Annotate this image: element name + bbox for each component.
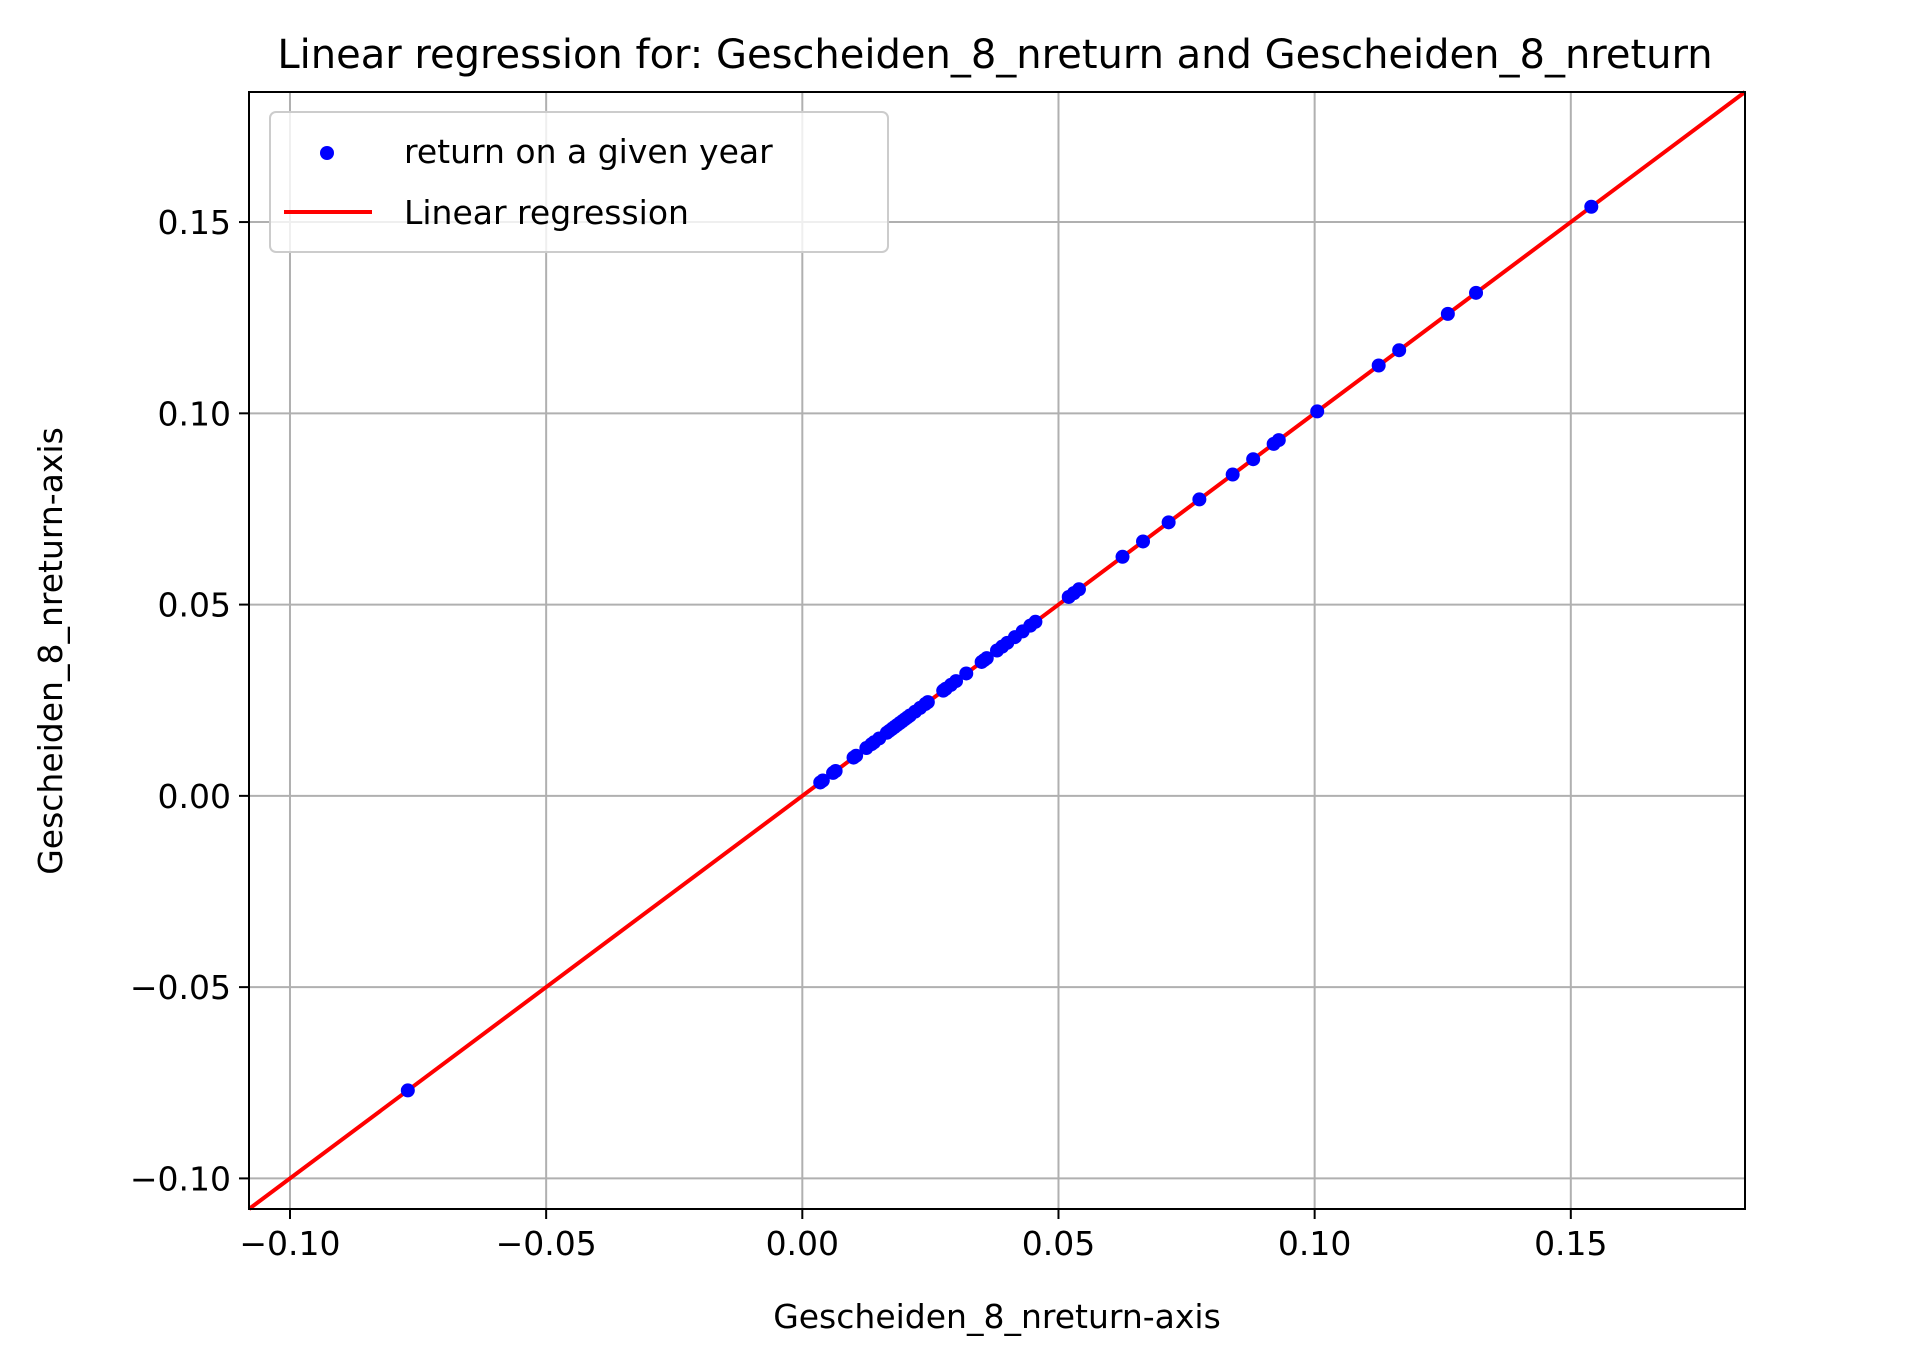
y-axis-label: Gescheiden_8_nreturn-axis xyxy=(31,427,70,875)
data-point xyxy=(400,1083,415,1098)
x-tick-label: −0.10 xyxy=(239,1224,340,1263)
points-layer xyxy=(400,199,1599,1098)
y-tick-label: 0.10 xyxy=(158,394,231,433)
data-point xyxy=(1115,549,1130,564)
data-point xyxy=(1469,285,1484,300)
x-tick-label: 0.05 xyxy=(1022,1224,1095,1263)
data-point xyxy=(1225,467,1240,482)
data-point xyxy=(1071,582,1086,597)
plot-frame xyxy=(248,91,1746,1210)
y-tick-label: 0.05 xyxy=(158,586,231,625)
data-point xyxy=(1310,404,1325,419)
x-tick-label: −0.05 xyxy=(496,1224,597,1263)
chart-title: Linear regression for: Gescheiden_8_nret… xyxy=(277,32,1712,78)
x-axis: −0.10 −0.05 0.00 0.05 0.10 0.15 xyxy=(239,1209,1608,1263)
data-point xyxy=(1161,515,1176,530)
legend-box xyxy=(269,111,889,253)
y-axis: −0.10 −0.05 0.00 0.05 0.10 0.15 xyxy=(130,203,249,1198)
x-tick-label: 0.00 xyxy=(766,1224,839,1263)
data-point xyxy=(949,674,964,689)
y-tick-label: 0.15 xyxy=(158,203,231,242)
y-tick-label: 0.00 xyxy=(158,777,231,816)
data-point xyxy=(1246,452,1261,467)
data-point xyxy=(1028,614,1043,629)
data-point xyxy=(849,748,864,763)
data-point xyxy=(1271,433,1286,448)
data-point xyxy=(959,666,974,681)
data-point xyxy=(1392,343,1407,358)
y-tick-label: −0.05 xyxy=(130,968,231,1007)
x-tick-label: 0.15 xyxy=(1534,1224,1607,1263)
data-point xyxy=(1136,534,1151,549)
legend: return on a given year Linear regression xyxy=(269,111,889,253)
data-point xyxy=(1440,306,1455,321)
y-tick-label: −0.10 xyxy=(130,1159,231,1198)
data-point xyxy=(1192,492,1207,507)
data-point xyxy=(979,651,994,666)
data-point xyxy=(920,695,935,710)
legend-scatter-marker xyxy=(320,146,334,160)
data-point xyxy=(828,763,843,778)
legend-label-regression: Linear regression xyxy=(404,193,689,232)
x-axis-label: Gescheiden_8_nreturn-axis xyxy=(773,1297,1221,1336)
data-point xyxy=(1371,358,1386,373)
data-point xyxy=(815,773,830,788)
x-tick-label: 0.10 xyxy=(1278,1224,1351,1263)
data-point xyxy=(1584,199,1599,214)
grid xyxy=(249,92,1745,1209)
legend-label-scatter: return on a given year xyxy=(404,132,773,171)
